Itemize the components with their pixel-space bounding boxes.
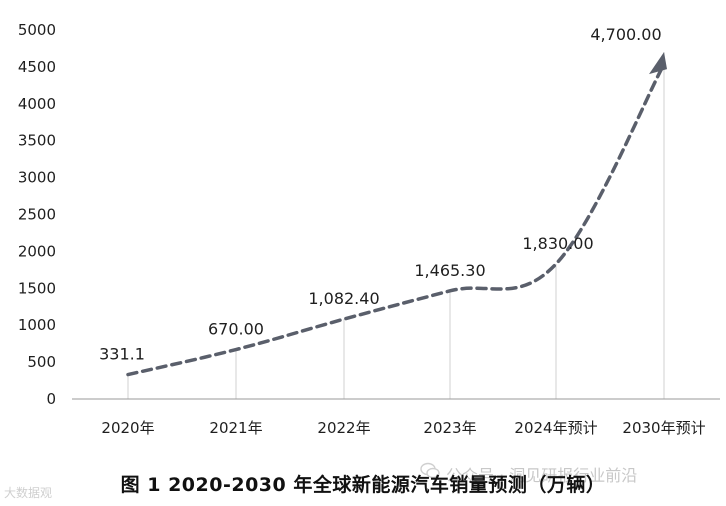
watermark: 公众号 · 洞见研报行业前沿	[446, 466, 638, 485]
x-tick-label: 2024年预计	[514, 419, 597, 437]
data-label: 4,700.00	[590, 25, 661, 44]
data-label: 331.1	[99, 345, 145, 364]
y-tick-label: 0	[46, 390, 56, 408]
y-tick-label: 3500	[18, 132, 56, 150]
x-axis-ticks: 2020年 2021年 2022年 2023年 2024年预计 2030年预计	[101, 419, 705, 437]
corner-watermark: 大数据观	[4, 486, 53, 500]
y-axis-ticks: 0 500 1000 1500 2000 2500 3000 3500 4000 4500 5000	[18, 21, 56, 408]
wechat-icon	[420, 462, 440, 479]
chart-plot: 0 500 1000 1500 2000 2500 3000 3500 4000 4500 5000…	[18, 21, 720, 437]
data-label: 1,830.00	[522, 234, 593, 253]
y-tick-label: 500	[27, 353, 56, 371]
data-label: 1,465.30	[414, 261, 485, 280]
y-tick-label: 3000	[18, 169, 56, 187]
figure-caption: 图 1 2020-2030 年全球新能源汽车销量预测（万辆）	[120, 474, 606, 496]
x-tick-label: 2020年	[101, 419, 154, 437]
y-tick-label: 2000	[18, 242, 56, 260]
arrowhead	[649, 52, 667, 75]
data-labels: 331.1 670.00 1,082.40 1,465.30 1,830.00 4,700…	[99, 25, 662, 363]
y-tick-label: 1000	[18, 316, 56, 334]
y-tick-label: 5000	[18, 21, 56, 39]
x-tick-label: 2022年	[317, 419, 370, 437]
series-line	[126, 62, 666, 377]
data-label: 1,082.40	[308, 289, 379, 308]
data-label: 670.00	[208, 320, 264, 339]
y-tick-label: 1500	[18, 279, 56, 297]
x-tick-label: 2030年预计	[622, 419, 705, 437]
x-tick-label: 2021年	[209, 419, 262, 437]
drop-lines	[127, 52, 665, 399]
y-tick-label: 2500	[18, 206, 56, 224]
y-tick-label: 4500	[18, 58, 56, 76]
y-tick-label: 4000	[18, 95, 56, 113]
x-tick-label: 2023年	[423, 419, 476, 437]
